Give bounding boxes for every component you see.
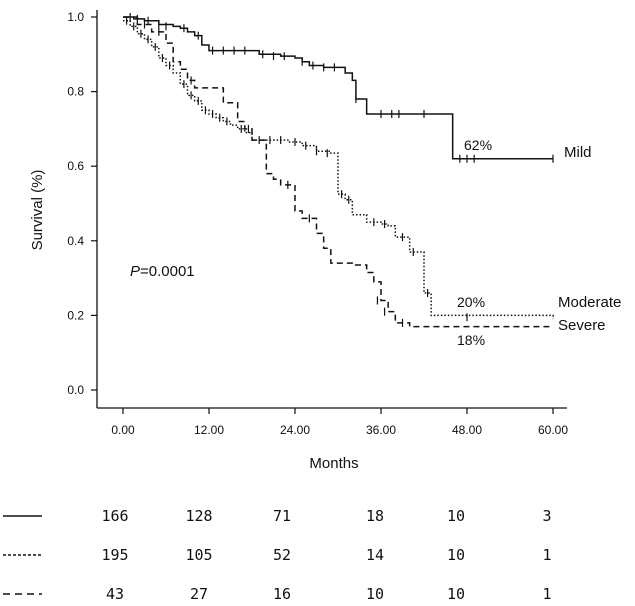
risk-count: 10	[447, 507, 465, 525]
curve-mild	[123, 16, 553, 160]
risk-count: 14	[366, 546, 384, 564]
risk-count: 166	[101, 507, 128, 525]
risk-count: 1	[542, 585, 551, 603]
x-tick-label: 60.00	[538, 423, 568, 437]
x-tick-label: 24.00	[280, 423, 310, 437]
severe-end-percent: 18%	[457, 332, 485, 348]
moderate-end-percent: 20%	[457, 294, 485, 310]
risk-count: 27	[190, 585, 208, 603]
risk-count: 10	[447, 546, 465, 564]
x-tick-label: 36.00	[366, 423, 396, 437]
y-tick-label: 1.0	[67, 10, 84, 24]
y-tick-label: 0.0	[67, 383, 84, 397]
risk-count: 18	[366, 507, 384, 525]
y-axis-label: Survival (%)	[29, 170, 46, 251]
risk-count: 1	[542, 546, 551, 564]
risk-table: 166 128 71 18 10 3 195 105 52 14 10 1 43 27 16 10 10 1	[3, 507, 552, 603]
x-tick-label: 48.00	[452, 423, 482, 437]
curve-severe	[123, 16, 553, 328]
x-tick-label: 0.00	[111, 423, 135, 437]
series-label-moderate: Moderate	[558, 294, 621, 311]
risk-count: 16	[273, 585, 291, 603]
series-label-severe: Severe	[558, 317, 606, 334]
risk-count: 71	[273, 507, 291, 525]
risk-count: 10	[447, 585, 465, 603]
x-axis-ticks: 0.00 12.00 24.00 36.00 48.00 60.00	[111, 408, 568, 437]
risk-count: 10	[366, 585, 384, 603]
risk-count: 3	[542, 507, 551, 525]
mild-end-percent: 62%	[464, 137, 492, 153]
survival-curves	[123, 13, 554, 328]
y-tick-label: 0.8	[67, 85, 84, 99]
p-value-symbol: P	[130, 263, 140, 280]
y-tick-label: 0.2	[67, 308, 84, 322]
risk-count: 195	[101, 546, 128, 564]
risk-count: 105	[185, 546, 212, 564]
p-value-annotation: P=0.0001	[130, 263, 195, 280]
x-axis-label: Months	[309, 455, 358, 472]
y-tick-label: 0.4	[67, 234, 84, 248]
risk-count: 43	[106, 585, 124, 603]
p-value-text: =0.0001	[140, 263, 195, 280]
series-label-mild: Mild	[564, 144, 592, 161]
risk-count: 52	[273, 546, 291, 564]
risk-count: 128	[185, 507, 212, 525]
y-axis-ticks: 0.0 0.2 0.4 0.6 0.8 1.0	[67, 10, 97, 397]
y-tick-label: 0.6	[67, 159, 84, 173]
x-tick-label: 12.00	[194, 423, 224, 437]
curve-moderate	[123, 19, 554, 320]
